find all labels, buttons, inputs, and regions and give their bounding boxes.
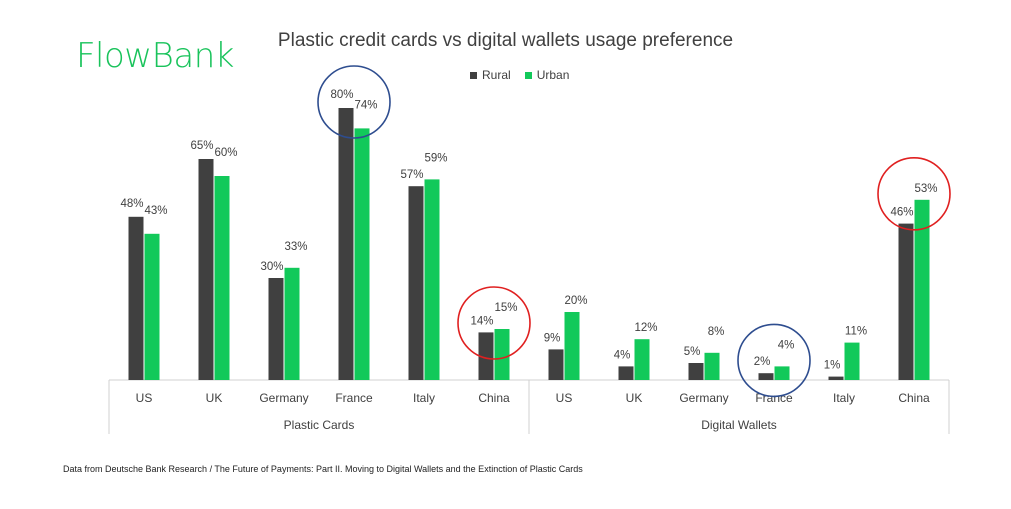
bar-rural-digital-wallets-germany — [688, 363, 704, 380]
tick-label-digital-wallets-china: China — [898, 391, 930, 405]
data-label-urban-plastic-cards-china: 15% — [494, 302, 517, 314]
chart-legend: Rural Urban — [470, 68, 569, 82]
legend-swatch-rural — [470, 71, 477, 79]
tick-label-plastic-cards-china: China — [478, 391, 510, 405]
data-label-rural-digital-wallets-germany: 5% — [684, 346, 701, 358]
legend-label-rural: Rural — [482, 68, 511, 82]
source-footnote: Data from Deutsche Bank Research / The F… — [63, 464, 583, 474]
bar-rural-digital-wallets-china — [898, 223, 914, 380]
bar-rural-plastic-cards-uk — [198, 159, 214, 380]
data-label-rural-plastic-cards-us: 48% — [120, 198, 143, 210]
legend-swatch-urban — [524, 71, 532, 79]
bar-urban-digital-wallets-china — [914, 199, 930, 380]
bar-urban-digital-wallets-italy — [844, 342, 860, 380]
data-label-urban-digital-wallets-germany: 8% — [708, 326, 725, 338]
group-label-digital-wallets: Digital Wallets — [701, 418, 777, 432]
tick-label-plastic-cards-uk: UK — [206, 391, 223, 405]
tick-label-digital-wallets-italy: Italy — [833, 391, 855, 405]
chart-title: Plastic credit cards vs digital wallets … — [277, 30, 734, 51]
bar-rural-plastic-cards-italy — [408, 186, 424, 380]
highlight-circle-2 — [737, 323, 811, 398]
bar-urban-plastic-cards-us — [144, 233, 160, 380]
tick-label-digital-wallets-us: US — [556, 391, 573, 405]
data-label-urban-digital-wallets-france: 4% — [778, 339, 795, 351]
bar-urban-digital-wallets-france — [774, 366, 790, 380]
data-label-rural-plastic-cards-france: 80% — [330, 89, 353, 101]
data-label-rural-plastic-cards-uk: 65% — [190, 140, 213, 152]
bar-urban-plastic-cards-france — [354, 128, 370, 380]
bar-rural-plastic-cards-germany — [268, 278, 284, 380]
flowbank-logo: FlowBank — [76, 36, 234, 76]
highlight-circle-0 — [317, 65, 391, 139]
bar-urban-plastic-cards-italy — [424, 179, 440, 380]
data-label-urban-digital-wallets-china: 53% — [914, 183, 937, 195]
data-label-rural-digital-wallets-china: 46% — [890, 207, 913, 219]
bar-urban-digital-wallets-uk — [634, 339, 650, 380]
data-label-urban-digital-wallets-italy: 11% — [845, 326, 867, 338]
tick-label-plastic-cards-us: US — [136, 391, 153, 405]
legend-item-rural: Rural — [470, 68, 511, 82]
bar-rural-digital-wallets-france — [758, 373, 774, 380]
bar-rural-digital-wallets-uk — [618, 366, 634, 380]
data-label-rural-digital-wallets-france: 2% — [754, 356, 771, 368]
data-label-urban-plastic-cards-us: 43% — [144, 205, 167, 217]
legend-item-urban: Urban — [524, 68, 570, 82]
bar-urban-digital-wallets-us — [564, 312, 580, 380]
bar-urban-digital-wallets-germany — [704, 352, 720, 380]
bar-rural-plastic-cards-us — [128, 216, 144, 380]
data-label-rural-digital-wallets-italy: 1% — [824, 360, 841, 372]
data-label-rural-plastic-cards-china: 14% — [470, 315, 493, 327]
tick-label-digital-wallets-uk: UK — [626, 391, 643, 405]
data-label-urban-plastic-cards-france: 74% — [354, 99, 377, 111]
bar-rural-digital-wallets-us — [548, 349, 564, 380]
tick-label-digital-wallets-germany: Germany — [679, 391, 728, 405]
legend-label-urban: Urban — [536, 68, 570, 82]
data-label-urban-plastic-cards-italy: 59% — [424, 152, 447, 164]
highlight-circle-1 — [457, 286, 531, 360]
bar-rural-plastic-cards-france — [338, 108, 354, 380]
tick-label-plastic-cards-italy: Italy — [413, 391, 435, 405]
data-label-rural-digital-wallets-uk: 4% — [614, 349, 631, 361]
highlight-circle-3 — [877, 157, 951, 231]
data-label-urban-digital-wallets-us: 20% — [564, 295, 587, 307]
tick-label-plastic-cards-france: France — [335, 391, 373, 405]
data-label-rural-plastic-cards-italy: 57% — [400, 169, 423, 181]
group-label-plastic-cards: Plastic Cards — [284, 418, 355, 432]
data-label-rural-plastic-cards-germany: 30% — [260, 261, 283, 273]
bar-rural-digital-wallets-italy — [828, 376, 844, 380]
data-label-rural-digital-wallets-us: 9% — [544, 332, 561, 344]
bar-rural-plastic-cards-china — [478, 332, 494, 380]
bar-urban-plastic-cards-uk — [214, 176, 230, 380]
bar-urban-plastic-cards-germany — [284, 267, 300, 380]
bar-urban-plastic-cards-china — [494, 329, 510, 380]
data-label-urban-digital-wallets-uk: 12% — [634, 322, 657, 334]
tick-label-plastic-cards-germany: Germany — [259, 391, 308, 405]
data-label-urban-plastic-cards-uk: 60% — [214, 147, 237, 159]
data-label-urban-plastic-cards-germany: 33% — [284, 241, 307, 253]
